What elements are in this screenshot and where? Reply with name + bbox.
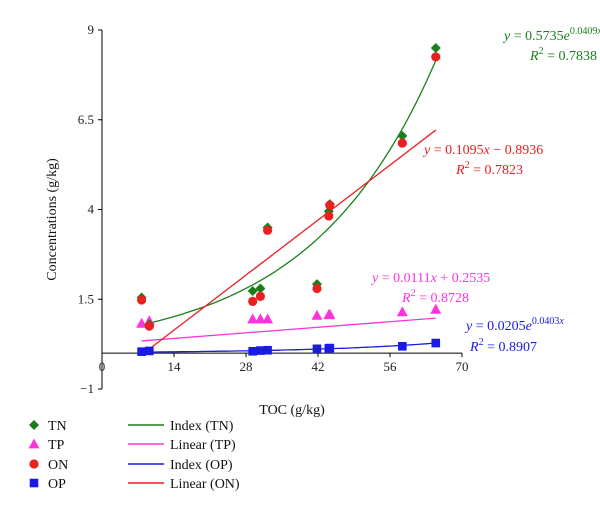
x-tick-label: 70 bbox=[456, 359, 469, 374]
x-tick-label: 28 bbox=[240, 359, 253, 374]
data-point-tp bbox=[396, 306, 408, 317]
legend-label: TP bbox=[48, 438, 65, 453]
data-point-on bbox=[137, 295, 147, 305]
r-squared-tn: R2 = 0.7838 bbox=[529, 46, 597, 64]
legend-marker-on bbox=[29, 459, 39, 469]
legend-label: ON bbox=[48, 458, 68, 473]
data-point-op bbox=[398, 341, 407, 351]
data-point-tp bbox=[247, 313, 259, 324]
equation-op: y = 0.0205e0.0403x bbox=[464, 316, 564, 334]
data-point-tp bbox=[262, 313, 274, 324]
legend-marker-tp bbox=[28, 438, 40, 449]
x-axis-title: TOC (g/kg) bbox=[259, 403, 325, 418]
data-point-tp bbox=[430, 303, 442, 314]
legend-label: Index (OP) bbox=[170, 458, 233, 473]
data-point-tn bbox=[247, 285, 258, 296]
y-tick-label: −1 bbox=[80, 381, 94, 396]
trendlines bbox=[141, 60, 437, 353]
r-squared-tp: R2 = 0.8728 bbox=[401, 288, 469, 306]
data-point-tp bbox=[311, 309, 323, 320]
legend-marker-tn bbox=[29, 420, 39, 430]
x-tick-label: 0 bbox=[99, 359, 106, 374]
legend-marker-op bbox=[29, 478, 39, 488]
y-tick-label: 6.5 bbox=[78, 112, 94, 127]
data-point-on bbox=[325, 200, 335, 210]
data-point-tp bbox=[324, 308, 336, 319]
data-point-on bbox=[263, 225, 273, 235]
r-squared-on: R2 = 0.7823 bbox=[455, 160, 523, 178]
data-point-tp bbox=[136, 317, 148, 328]
data-point-op bbox=[263, 345, 272, 355]
data-point-tn bbox=[430, 42, 441, 53]
data-point-op bbox=[248, 347, 257, 356]
legend: TN TP ON OP Index (TN) Linear (TP) Index (OP) L… bbox=[28, 419, 240, 492]
data-point-on bbox=[255, 291, 265, 301]
axes: 0 14 28 42 56 70 −1 1.5 4 6.5 9 TOC (g/kg) Concentra… bbox=[45, 22, 469, 418]
data-point-on bbox=[397, 138, 407, 148]
x-tick-label: 42 bbox=[312, 359, 325, 374]
trendline-index-tn bbox=[141, 60, 437, 326]
equation-annotations: y = 0.5735e0.0409x R2 = 0.7838 y = 0.1095x… bbox=[370, 26, 600, 355]
equation-tp: y = 0.0111x + 0.2535 bbox=[370, 271, 490, 286]
data-point-op bbox=[137, 347, 146, 356]
data-point-on bbox=[431, 52, 441, 62]
trendline-linear-on bbox=[148, 129, 437, 350]
legend-label: TN bbox=[48, 419, 67, 434]
data-point-op bbox=[256, 346, 265, 355]
data-point-on bbox=[144, 321, 154, 331]
data-point-tn bbox=[255, 283, 266, 294]
r-squared-op: R2 = 0.8907 bbox=[469, 337, 537, 355]
y-axis-title: Concentrations (g/kg) bbox=[45, 158, 60, 281]
trendline-index-op bbox=[141, 342, 436, 353]
data-point-op bbox=[312, 344, 322, 354]
y-tick-label: 4 bbox=[88, 202, 95, 217]
equation-on: y = 0.1095x − 0.8936 bbox=[422, 143, 543, 158]
legend-label: Linear (ON) bbox=[170, 477, 240, 492]
data-point-on bbox=[312, 283, 322, 294]
y-tick-label: 1.5 bbox=[78, 291, 94, 306]
data-point-op bbox=[145, 346, 154, 356]
data-point-tp bbox=[254, 313, 266, 324]
data-point-on bbox=[324, 211, 334, 221]
data-point-tn bbox=[397, 130, 408, 141]
data-points bbox=[136, 42, 442, 356]
y-tick-label: 9 bbox=[88, 22, 95, 37]
x-tick-label: 14 bbox=[168, 359, 182, 374]
equation-tn: y = 0.5735e0.0409x bbox=[502, 26, 600, 44]
trendline-linear-tp bbox=[141, 317, 436, 342]
legend-label: Index (TN) bbox=[170, 419, 234, 434]
x-tick-label: 56 bbox=[384, 359, 398, 374]
data-point-op bbox=[431, 338, 441, 348]
legend-label: Linear (TP) bbox=[170, 438, 236, 453]
data-point-on bbox=[248, 296, 258, 307]
legend-label: OP bbox=[48, 477, 66, 492]
data-point-op bbox=[325, 343, 335, 353]
